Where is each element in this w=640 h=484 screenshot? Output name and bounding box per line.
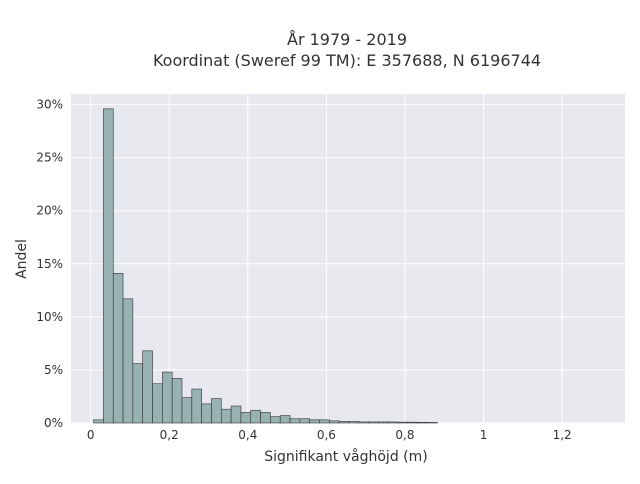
histogram-bar [162,371,173,424]
histogram-bar [387,421,399,424]
x-axis-label: Signifikant våghöjd (m) [264,448,427,465]
histogram-bar [122,298,134,424]
histogram-bar [103,108,114,424]
histogram-bar [201,403,212,424]
histogram-bar [329,420,340,424]
histogram-bar [191,388,202,424]
histogram-bar [181,397,193,424]
histogram-bar [358,421,369,424]
x-tick-label: 1,2 [553,428,572,442]
x-tick-labels: 0 0,2 0,4 0,6 0,8 1 1,2 [87,428,572,442]
histogram-bar [299,418,310,424]
x-tick-label: 1 [480,428,488,442]
y-axis-label: Andel [14,239,30,279]
y-gridlines [71,104,625,424]
x-tick-label: 0,4 [238,428,257,442]
x-tick-label: 0,8 [395,428,414,442]
histogram-bar [338,421,350,424]
histogram-bar [152,383,163,424]
y-tick-label: 30% [36,98,63,112]
histogram-bar [270,416,281,424]
y-tick-label: 15% [36,257,63,271]
x-tick-label: 0,6 [317,428,336,442]
histogram-bar [142,350,153,424]
x-gridlines [90,94,563,423]
histogram-bar [279,415,291,424]
histogram-bars [93,108,438,424]
y-tick-label: 5% [44,363,63,377]
chart-title-line-1: År 1979 - 2019 [287,30,407,49]
histogram-bar [309,419,320,424]
histogram-bar [378,421,389,424]
x-tick-label: 0,2 [160,428,179,442]
histogram-bar [93,419,104,424]
y-tick-label: 25% [36,151,63,165]
histogram-bar [348,421,360,424]
histogram-bar [417,422,428,424]
histogram-bar [397,421,409,424]
histogram-bar [211,398,222,424]
histogram-bar [319,419,330,424]
y-tick-label: 0% [44,416,63,430]
plot-area [71,94,625,423]
histogram-bar [289,418,301,424]
histogram-bar [368,421,379,424]
histogram-bar [132,363,144,424]
x-tick-label: 0 [87,428,95,442]
y-tick-label: 20% [36,204,63,218]
y-tick-labels: 0% 5% 10% 15% 20% 25% 30% [36,98,63,430]
histogram-bar [240,412,252,424]
histogram-bar [112,273,124,424]
histogram-bar [171,378,183,424]
histogram-bar [260,412,271,424]
y-tick-label: 10% [36,310,63,324]
chart-title-line-2: Koordinat (Sweref 99 TM): E 357688, N 61… [153,51,541,70]
histogram-bar [250,409,261,424]
histogram-bar [230,405,242,424]
histogram-bar [407,421,419,424]
histogram-bar [220,408,232,424]
histogram-bar [427,422,438,424]
